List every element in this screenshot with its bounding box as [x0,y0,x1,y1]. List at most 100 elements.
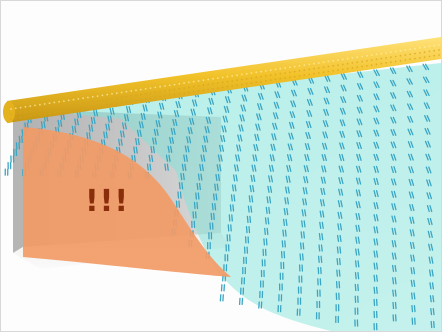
flow-dash [391,227,395,235]
rod-dot [279,77,282,80]
rod-dot [245,82,248,85]
flow-dash [322,199,325,207]
flow-dash [257,103,261,111]
rod-dot [361,65,363,68]
flow-dash [251,164,254,172]
flow-dash [18,135,21,143]
rod-dot [154,86,157,89]
flow-dash [326,86,331,94]
rod-dot [423,46,426,49]
flow-dash [326,97,330,105]
flow-dash [187,127,191,135]
flow-dash [341,165,344,173]
flow-dash [119,130,123,138]
flow-dash [340,177,344,185]
flow-dash [428,179,432,187]
rod-dot [284,72,286,74]
rod-dot [255,76,258,79]
rod-dot [91,95,94,98]
flow-dash [236,164,239,172]
flow-dash [375,177,379,186]
rod-dot [178,82,181,85]
rod-dot [106,98,109,101]
flow-dash [427,153,432,161]
flow-dash [122,130,125,138]
flow-dash [169,145,173,153]
rod-dot [390,61,392,64]
flow-dash [408,178,412,186]
flow-dash [392,116,397,124]
flow-dash [208,116,212,124]
rod-dot [125,95,128,98]
flow-dash [406,78,411,85]
flow-dash [238,124,242,132]
flow-dash [431,269,434,277]
flow-dash [319,221,322,229]
rod-dot [173,83,176,86]
flow-dash [427,230,431,238]
rod-dot [322,66,325,69]
flow-dash [375,129,380,137]
flow-dash [285,175,289,183]
rod-dot [58,110,60,113]
flow-dash [300,231,303,239]
rod-dot [260,80,262,83]
flow-dash [151,154,154,162]
rod-dot [356,56,359,59]
rod-dot [10,113,12,115]
flow-dash [79,111,82,119]
flow-dash [201,145,205,153]
flow-dash [375,274,378,282]
rod-dot [192,80,195,83]
flow-dash [389,79,394,87]
flow-dash [197,173,200,181]
flow-dash [241,94,245,102]
flow-dash [248,225,251,234]
flow-dash [274,122,278,130]
flow-dash [321,233,324,241]
flow-dash [336,234,340,243]
flow-dash [318,233,321,241]
rod-dot [58,100,60,103]
flow-dash [138,121,142,129]
danger-region [23,127,231,277]
flow-dash [323,86,328,94]
rod-dot [101,104,104,107]
flow-dash [409,216,413,224]
rod-dot [385,57,387,59]
flow-dash [323,97,328,105]
flow-dash [356,94,361,102]
rod-dot [370,59,373,61]
rod-dot [356,61,359,64]
rod-dot [308,63,311,66]
rod-dot [255,71,258,74]
rod-dot [293,65,296,68]
flow-dash [340,84,345,92]
rod-dot [115,102,118,105]
flow-dash [212,193,215,201]
flow-dash [133,146,136,154]
cylindrical-rod [3,37,441,123]
flow-dash [355,248,358,256]
rod-dot [77,103,80,105]
flow-dash [373,190,377,198]
rod-dot [216,87,219,89]
flow-dash [338,257,341,266]
flow-dash [202,154,206,162]
rod-dot [120,96,123,99]
flow-dash [392,301,395,310]
rod-dot [322,61,325,64]
flow-dash [105,131,108,139]
flow-dash [135,146,138,154]
flow-dash [179,191,182,199]
rod-dot [63,110,65,112]
rod-dot [53,111,56,114]
flow-dash [423,89,428,97]
flow-dash [272,154,275,162]
flow-dash [286,207,289,216]
rod-dot [19,116,22,119]
flow-dash [375,105,380,113]
flow-dash [432,295,435,303]
flow-dash [74,125,77,133]
flow-dash [220,154,223,162]
